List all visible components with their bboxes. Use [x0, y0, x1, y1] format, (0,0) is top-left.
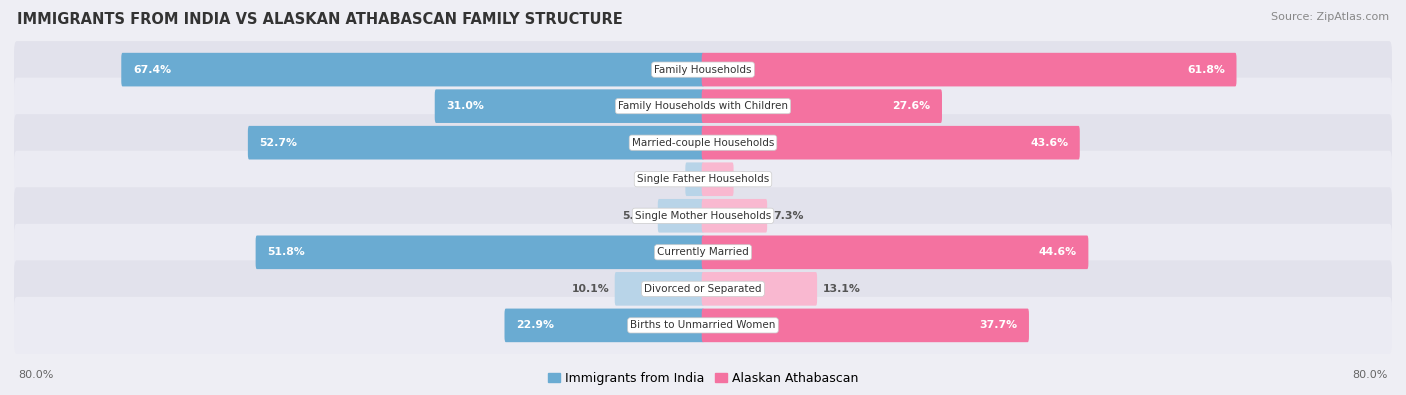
Text: 10.1%: 10.1% [571, 284, 609, 294]
Text: 51.8%: 51.8% [267, 247, 305, 257]
FancyBboxPatch shape [434, 89, 704, 123]
FancyBboxPatch shape [14, 297, 1392, 354]
FancyBboxPatch shape [702, 235, 1088, 269]
Text: Divorced or Separated: Divorced or Separated [644, 284, 762, 294]
Legend: Immigrants from India, Alaskan Athabascan: Immigrants from India, Alaskan Athabasca… [543, 367, 863, 390]
FancyBboxPatch shape [614, 272, 704, 306]
Text: 37.7%: 37.7% [979, 320, 1018, 330]
FancyBboxPatch shape [14, 78, 1392, 135]
FancyBboxPatch shape [702, 199, 768, 233]
Text: 22.9%: 22.9% [516, 320, 554, 330]
Text: 61.8%: 61.8% [1187, 65, 1225, 75]
FancyBboxPatch shape [247, 126, 704, 160]
FancyBboxPatch shape [505, 308, 704, 342]
Text: Family Households with Children: Family Households with Children [619, 101, 787, 111]
Text: 67.4%: 67.4% [134, 65, 172, 75]
FancyBboxPatch shape [685, 162, 704, 196]
FancyBboxPatch shape [14, 260, 1392, 317]
FancyBboxPatch shape [702, 89, 942, 123]
Text: 7.3%: 7.3% [773, 211, 803, 221]
FancyBboxPatch shape [658, 199, 704, 233]
FancyBboxPatch shape [702, 162, 734, 196]
Text: Single Mother Households: Single Mother Households [636, 211, 770, 221]
Text: 31.0%: 31.0% [446, 101, 484, 111]
Text: 1.9%: 1.9% [650, 174, 679, 184]
Text: Single Father Households: Single Father Households [637, 174, 769, 184]
Text: 43.6%: 43.6% [1031, 138, 1069, 148]
Text: 3.4%: 3.4% [740, 174, 769, 184]
Text: Family Households: Family Households [654, 65, 752, 75]
FancyBboxPatch shape [702, 272, 817, 306]
Text: Births to Unmarried Women: Births to Unmarried Women [630, 320, 776, 330]
Text: IMMIGRANTS FROM INDIA VS ALASKAN ATHABASCAN FAMILY STRUCTURE: IMMIGRANTS FROM INDIA VS ALASKAN ATHABAS… [17, 12, 623, 27]
FancyBboxPatch shape [14, 187, 1392, 244]
FancyBboxPatch shape [14, 224, 1392, 281]
Text: 80.0%: 80.0% [18, 370, 53, 380]
Text: 5.1%: 5.1% [621, 211, 652, 221]
FancyBboxPatch shape [14, 114, 1392, 171]
Text: 27.6%: 27.6% [893, 101, 931, 111]
FancyBboxPatch shape [256, 235, 704, 269]
Text: Currently Married: Currently Married [657, 247, 749, 257]
FancyBboxPatch shape [14, 41, 1392, 98]
Text: Source: ZipAtlas.com: Source: ZipAtlas.com [1271, 12, 1389, 22]
FancyBboxPatch shape [14, 151, 1392, 208]
FancyBboxPatch shape [121, 53, 704, 87]
Text: Married-couple Households: Married-couple Households [631, 138, 775, 148]
Text: 13.1%: 13.1% [823, 284, 860, 294]
FancyBboxPatch shape [702, 308, 1029, 342]
Text: 80.0%: 80.0% [1353, 370, 1388, 380]
FancyBboxPatch shape [702, 53, 1236, 87]
Text: 52.7%: 52.7% [260, 138, 298, 148]
FancyBboxPatch shape [702, 126, 1080, 160]
Text: 44.6%: 44.6% [1039, 247, 1077, 257]
